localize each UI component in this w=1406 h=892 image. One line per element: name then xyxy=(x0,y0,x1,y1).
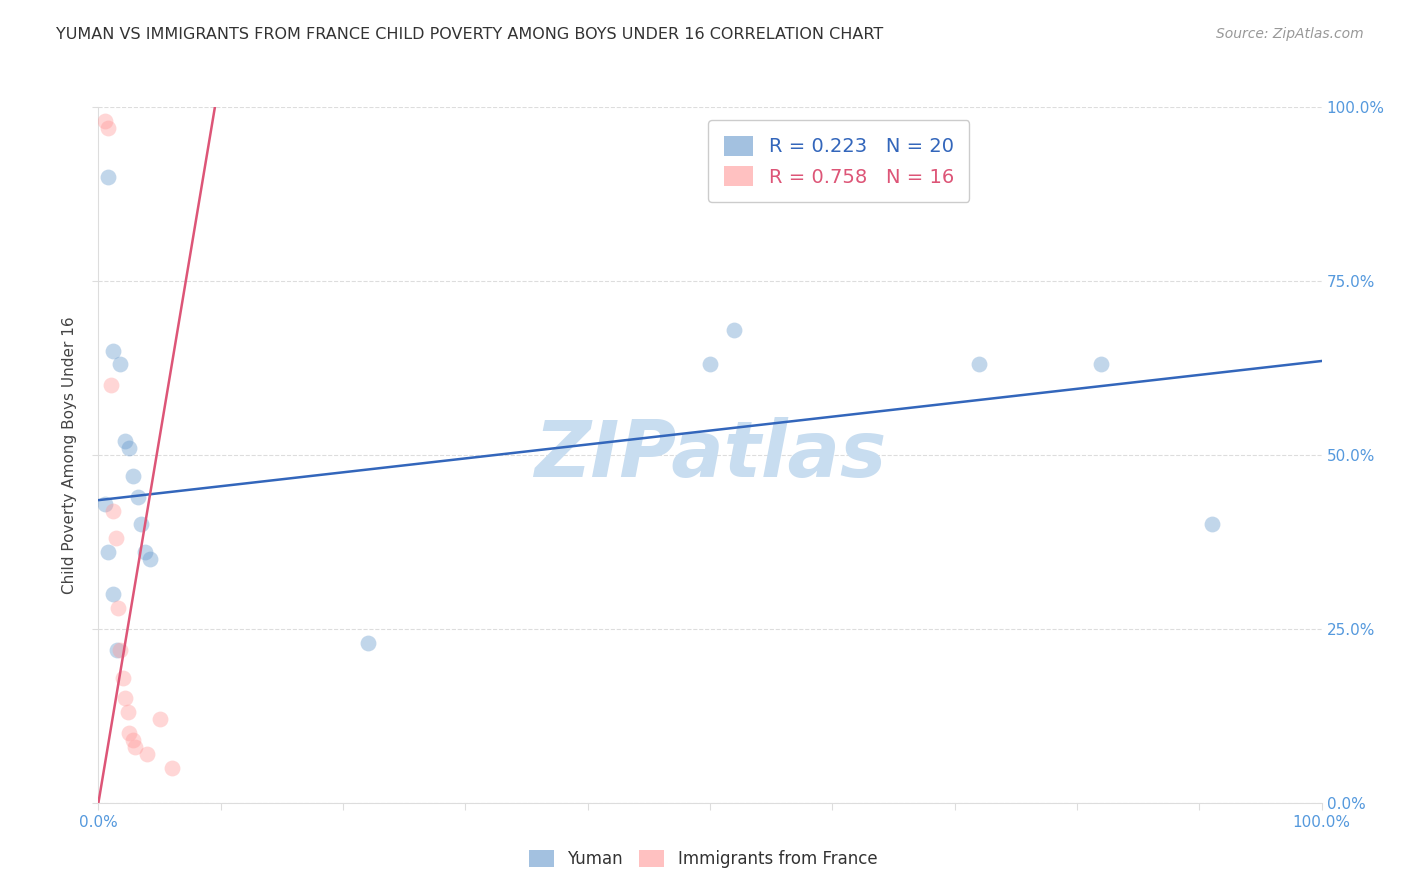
Point xyxy=(723,323,745,337)
Point xyxy=(160,761,183,775)
Text: Source: ZipAtlas.com: Source: ZipAtlas.com xyxy=(1216,27,1364,41)
Point xyxy=(356,636,378,650)
Point xyxy=(118,441,141,455)
Point xyxy=(93,497,115,511)
Point xyxy=(139,552,162,566)
Point xyxy=(1090,358,1112,372)
Point xyxy=(967,358,990,372)
Point xyxy=(136,747,159,761)
Point xyxy=(97,545,120,559)
Point xyxy=(1201,517,1223,532)
Point xyxy=(129,517,152,532)
Y-axis label: Child Poverty Among Boys Under 16: Child Poverty Among Boys Under 16 xyxy=(62,316,77,594)
Point xyxy=(121,468,143,483)
Point xyxy=(118,726,141,740)
Point xyxy=(97,120,120,135)
Point xyxy=(101,503,124,517)
Point xyxy=(105,642,128,657)
Text: YUMAN VS IMMIGRANTS FROM FRANCE CHILD POVERTY AMONG BOYS UNDER 16 CORRELATION CH: YUMAN VS IMMIGRANTS FROM FRANCE CHILD PO… xyxy=(56,27,883,42)
Point xyxy=(111,671,134,685)
Point xyxy=(101,587,124,601)
Point xyxy=(117,706,139,720)
Point xyxy=(127,490,149,504)
Legend: R = 0.223   N = 20, R = 0.758   N = 16: R = 0.223 N = 20, R = 0.758 N = 16 xyxy=(709,120,969,202)
Point xyxy=(110,358,132,372)
Point xyxy=(93,114,115,128)
Point xyxy=(114,434,136,448)
Point xyxy=(110,642,132,657)
Point xyxy=(114,691,136,706)
Point xyxy=(104,532,127,546)
Point xyxy=(100,378,122,392)
Point xyxy=(124,740,146,755)
Point xyxy=(107,601,129,615)
Legend: Yuman, Immigrants from France: Yuman, Immigrants from France xyxy=(522,843,884,875)
Text: ZIPatlas: ZIPatlas xyxy=(534,417,886,493)
Point xyxy=(97,169,120,184)
Point xyxy=(101,343,124,358)
Point xyxy=(149,712,172,726)
Point xyxy=(134,545,156,559)
Point xyxy=(699,358,721,372)
Point xyxy=(121,733,143,747)
